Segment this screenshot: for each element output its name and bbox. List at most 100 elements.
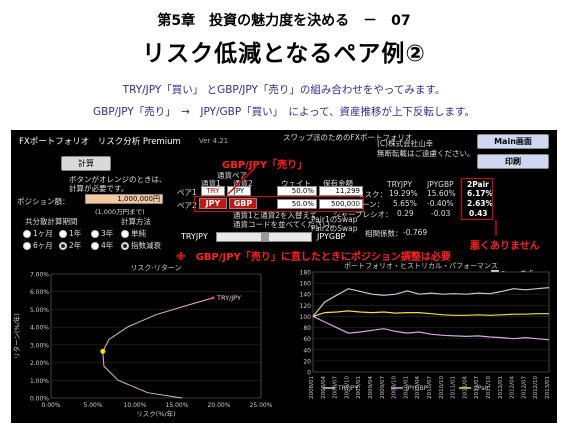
pair2-currency2-select[interactable]: GBP [229, 198, 257, 209]
chart-title: リスク-リターン [130, 263, 181, 272]
instruction-line-1: ボタンがオレンジのときは、 [69, 175, 167, 184]
radio-icon [23, 230, 31, 238]
pair2-currency1-select[interactable]: JPY [199, 198, 227, 209]
slider-thumb[interactable] [261, 233, 269, 241]
app-title: FXポートフォリオ リスク分析 Premium [19, 137, 181, 147]
x-tick-label: 2012/04 [510, 376, 516, 399]
x-tick-label: 25.00% [250, 402, 273, 409]
y-tick-label: 80 [303, 325, 311, 332]
radio-icon [91, 242, 99, 250]
series-line-2pair [312, 310, 549, 317]
y-tick-label: 6.00% [30, 289, 49, 296]
app-center-title: スワップ派のためのFXポートフォリオ [283, 133, 413, 142]
y-tick-label: 7.00% [30, 272, 49, 279]
y-tick-label: 180 [300, 270, 312, 277]
sharpe-value-3: 0.43 [469, 209, 488, 218]
app-window: FXポートフォリオ リスク分析 Premium Ver 4.21 スワップ派のた… [11, 130, 557, 423]
x-tick-label: 2009/10 [392, 376, 398, 399]
y-tick-label: 4.00% [30, 325, 49, 332]
period-option-6m[interactable]: 6ヶ月 [23, 240, 53, 251]
sharpe-label: シャープレシオ： [333, 210, 393, 219]
x-tick-label: 0.00% [41, 402, 60, 409]
y-tick-label: 60 [303, 336, 311, 343]
y-tick-label: 160 [300, 281, 312, 288]
print-button[interactable]: 印刷 [477, 154, 549, 169]
pair1-name: TRYJPY [181, 232, 208, 241]
risk-value-1: 19.29% [389, 189, 418, 198]
historical-performance-chart: ポートフォリオ・ヒストリカル・パフォーマンス 0 20 40 60 80 100 120 140… [300, 262, 551, 399]
x-tick-label: 2011/04 [462, 376, 468, 399]
radio-icon [59, 230, 67, 238]
pair1-currency1-select[interactable]: TRY [201, 186, 225, 196]
period-option-1m[interactable]: 1ヶ月 [23, 228, 53, 239]
period-option-2y[interactable]: 2年 [59, 240, 81, 251]
instruction-line-2: 計算が必要です。 [69, 184, 129, 193]
portfolio-point [100, 348, 106, 354]
currency1-header: 通貨1 [201, 179, 221, 188]
efficient-frontier-curve [102, 297, 214, 399]
main-screen-button[interactable]: Main画面 [477, 134, 549, 149]
position-amount-input[interactable]: 1,000,000円 [85, 194, 163, 204]
x-tick-label: 2008/04 [321, 376, 327, 399]
position-label: ポジション額： [17, 197, 70, 206]
pair1-swap-label: Pair1のSwap [311, 215, 358, 224]
pair2-label: ペア2 [177, 201, 197, 210]
calc-method-simple[interactable]: 単純 [121, 228, 146, 239]
annotation-not-bad: 悪くありません [470, 241, 540, 252]
period-option-4y[interactable]: 4年 [91, 240, 113, 251]
y-tick-label: 1.00% [30, 378, 49, 385]
pair2-amount: 500,000 [319, 199, 363, 209]
app-copyright: (C)株式会社山幸 [377, 139, 434, 148]
risk-return-chart: リスク-リターン 0.00% 1.00% 2.00% 3.00% 4.00% 5.00% 6.… [12, 263, 273, 418]
calc-method-exponential[interactable]: 指数減衰 [121, 240, 161, 251]
weight-header: ウェイト [281, 179, 311, 188]
amount-header: 保有金額 [323, 179, 353, 188]
legend-label: JPYGBP [405, 385, 428, 392]
app-version: Ver 4.21 [199, 137, 229, 145]
y-tick-label: 120 [300, 303, 312, 310]
y-tick-label: 2.00% [30, 360, 49, 367]
x-tick-label: 2011/01 [451, 376, 457, 399]
point-label: TRY/JPY [216, 294, 241, 302]
pair2-weight[interactable]: 50.0% [277, 199, 317, 209]
risk-value-2: 15.60% [427, 189, 456, 198]
y-tick-label: 3.00% [30, 342, 49, 349]
annotation-gbpjpy-sell: GBP/JPY「売り」 [222, 160, 308, 171]
x-tick-label: 2012/07 [521, 376, 527, 399]
plot-area [312, 271, 550, 373]
x-tick-label: 20.00% [208, 402, 231, 409]
x-tick-label: 2009/04 [368, 376, 374, 399]
pair1-currency2-select[interactable]: JPY [227, 186, 251, 196]
page-title: リスク低減となるペア例② [142, 41, 426, 67]
period-label: 共分散計算期間 [25, 217, 78, 226]
balance-slider[interactable] [216, 232, 312, 242]
calculate-button[interactable]: 計算 [61, 156, 111, 171]
pair1-amount: 11,299 [319, 186, 363, 196]
x-tick-label: 5.00% [83, 402, 102, 409]
legend-label: TRYJPY [337, 385, 358, 392]
x-axis-label: リスク(%/年) [136, 409, 175, 418]
y-tick-label: 0.00% [30, 396, 49, 403]
y-tick-label: 100 [300, 314, 312, 321]
pair2-name: JPYGBP [317, 232, 346, 241]
swap-note-line-1: 通貨1と通貨2を入替えて [233, 211, 318, 220]
y-tick-label: 20 [303, 358, 311, 365]
return-value-2: -0.40% [427, 199, 454, 208]
annotation-position-adjust: ※ GBP/JPY「売り」に直したときにポジション調整は必要 [176, 252, 451, 263]
description-line-1: TRY/JPY「買い」 とGBP/JPY「売り」の組み合わせをやってみます。 [122, 84, 446, 96]
period-option-1y[interactable]: 1年 [59, 228, 81, 239]
series-line-jpygbp [312, 315, 550, 341]
sharpe-value-2: -0.03 [431, 209, 451, 218]
position-limit-note: (1,000万円まで) [95, 208, 145, 216]
plot-area [50, 273, 262, 399]
stats-header-1: TRYJPY [387, 180, 413, 189]
pair1-weight[interactable]: 50.0% [277, 186, 317, 196]
risk-value-3: 6.17% [467, 189, 494, 198]
pair1-swap-label: x [287, 210, 291, 219]
radio-selected-icon [59, 242, 67, 250]
description-line-2: GBP/JPY「売り」 → JPY/GBP「買い」 によって、資産推移が上下反転… [92, 106, 476, 118]
period-option-3y[interactable]: 3年 [91, 228, 113, 239]
y-axis-label: リターン(%/年) [12, 313, 21, 359]
y-tick-label: 40 [303, 347, 311, 354]
correlation-label: 相関係数： [365, 229, 403, 238]
